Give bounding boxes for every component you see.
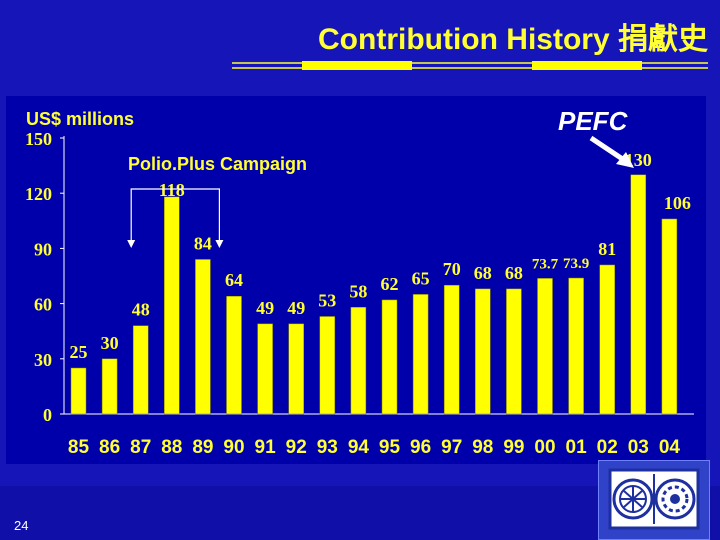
data-label: 58	[349, 281, 367, 301]
bar-98	[475, 288, 491, 415]
data-label: 53	[318, 290, 336, 310]
y-axis-label: US$ millions	[26, 109, 134, 129]
bar-00	[537, 278, 553, 415]
x-tick-label: 00	[534, 437, 555, 458]
annotation-polio-plus: Polio.Plus Campaign	[128, 154, 307, 174]
bar-93	[319, 316, 336, 415]
bar-88	[164, 196, 180, 415]
x-tick-label: 88	[161, 437, 182, 458]
y-tick-label: 0	[43, 405, 52, 425]
bar-99	[506, 288, 522, 415]
x-tick-label: 87	[130, 437, 151, 458]
bar-87	[132, 325, 149, 415]
y-tick-label: 60	[34, 295, 52, 315]
page-title: Contribution History 捐獻史	[318, 23, 708, 56]
data-label: 49	[287, 298, 305, 318]
x-tick-label: 90	[223, 437, 244, 458]
bar-04	[661, 218, 678, 415]
data-label: 118	[159, 180, 185, 200]
y-tick-label: 90	[34, 239, 52, 259]
annotation-pefc: PEFC	[558, 106, 629, 136]
chart-panel: 0 30 60 90 120 150 US$ millions 25 85 30 86 48 87 118…	[6, 96, 706, 464]
x-tick-label: 94	[348, 437, 370, 458]
data-label: 68	[474, 263, 492, 283]
pefc-arrow-shaft	[589, 135, 626, 163]
x-tick-label: 89	[192, 437, 213, 458]
x-tick-label: 93	[317, 437, 338, 458]
x-tick-label: 01	[566, 437, 588, 458]
data-label: 81	[598, 239, 616, 259]
bar-89	[195, 259, 211, 415]
bar-85	[70, 367, 87, 415]
bar-96	[412, 294, 429, 415]
y-tick-label: 150	[25, 129, 52, 149]
data-label: 68	[505, 263, 523, 283]
x-tick-label: 96	[410, 437, 431, 458]
x-tick-label: 99	[503, 437, 524, 458]
x-tick-label: 95	[379, 437, 401, 458]
title-underline	[232, 61, 708, 70]
bar-94	[350, 307, 367, 415]
rotary-foundation-logos-icon	[598, 460, 710, 540]
page-number: 24	[14, 518, 29, 533]
x-tick-label: 85	[68, 437, 90, 458]
x-tick-label: 86	[99, 437, 120, 458]
annotation-bracket	[130, 188, 220, 246]
x-tick-label: 04	[659, 437, 681, 458]
pefc-arrow-head	[616, 152, 634, 168]
data-label: 62	[381, 274, 399, 294]
data-label: 106	[664, 193, 691, 213]
data-label: 48	[132, 300, 150, 320]
data-label: 73.7	[532, 256, 559, 272]
x-tick-label: 03	[628, 437, 649, 458]
bar-03	[630, 174, 647, 415]
data-label: 25	[70, 342, 88, 362]
bar-92	[288, 323, 304, 415]
x-tick-label: 91	[255, 437, 277, 458]
y-tick-label: 120	[25, 184, 52, 204]
bar-95	[381, 299, 398, 415]
arrow-head	[127, 240, 136, 248]
bar-97	[443, 284, 460, 415]
data-label: 64	[225, 270, 243, 290]
data-label: 73.9	[563, 256, 589, 272]
bar-02	[599, 264, 615, 415]
y-tick-label: 30	[34, 350, 52, 370]
bar-91	[257, 323, 273, 415]
bar-86	[101, 358, 118, 415]
data-label: 49	[256, 298, 274, 318]
bar-01	[568, 277, 584, 415]
data-label: 30	[101, 333, 119, 353]
x-tick-label: 02	[597, 437, 618, 458]
arrow-head	[215, 240, 224, 248]
data-label: 84	[194, 233, 212, 253]
bar-90	[226, 295, 242, 415]
data-label: 70	[443, 259, 461, 279]
x-tick-label: 92	[286, 437, 307, 458]
data-label: 65	[412, 268, 430, 288]
x-tick-label: 98	[472, 437, 493, 458]
x-tick-label: 97	[441, 437, 462, 458]
